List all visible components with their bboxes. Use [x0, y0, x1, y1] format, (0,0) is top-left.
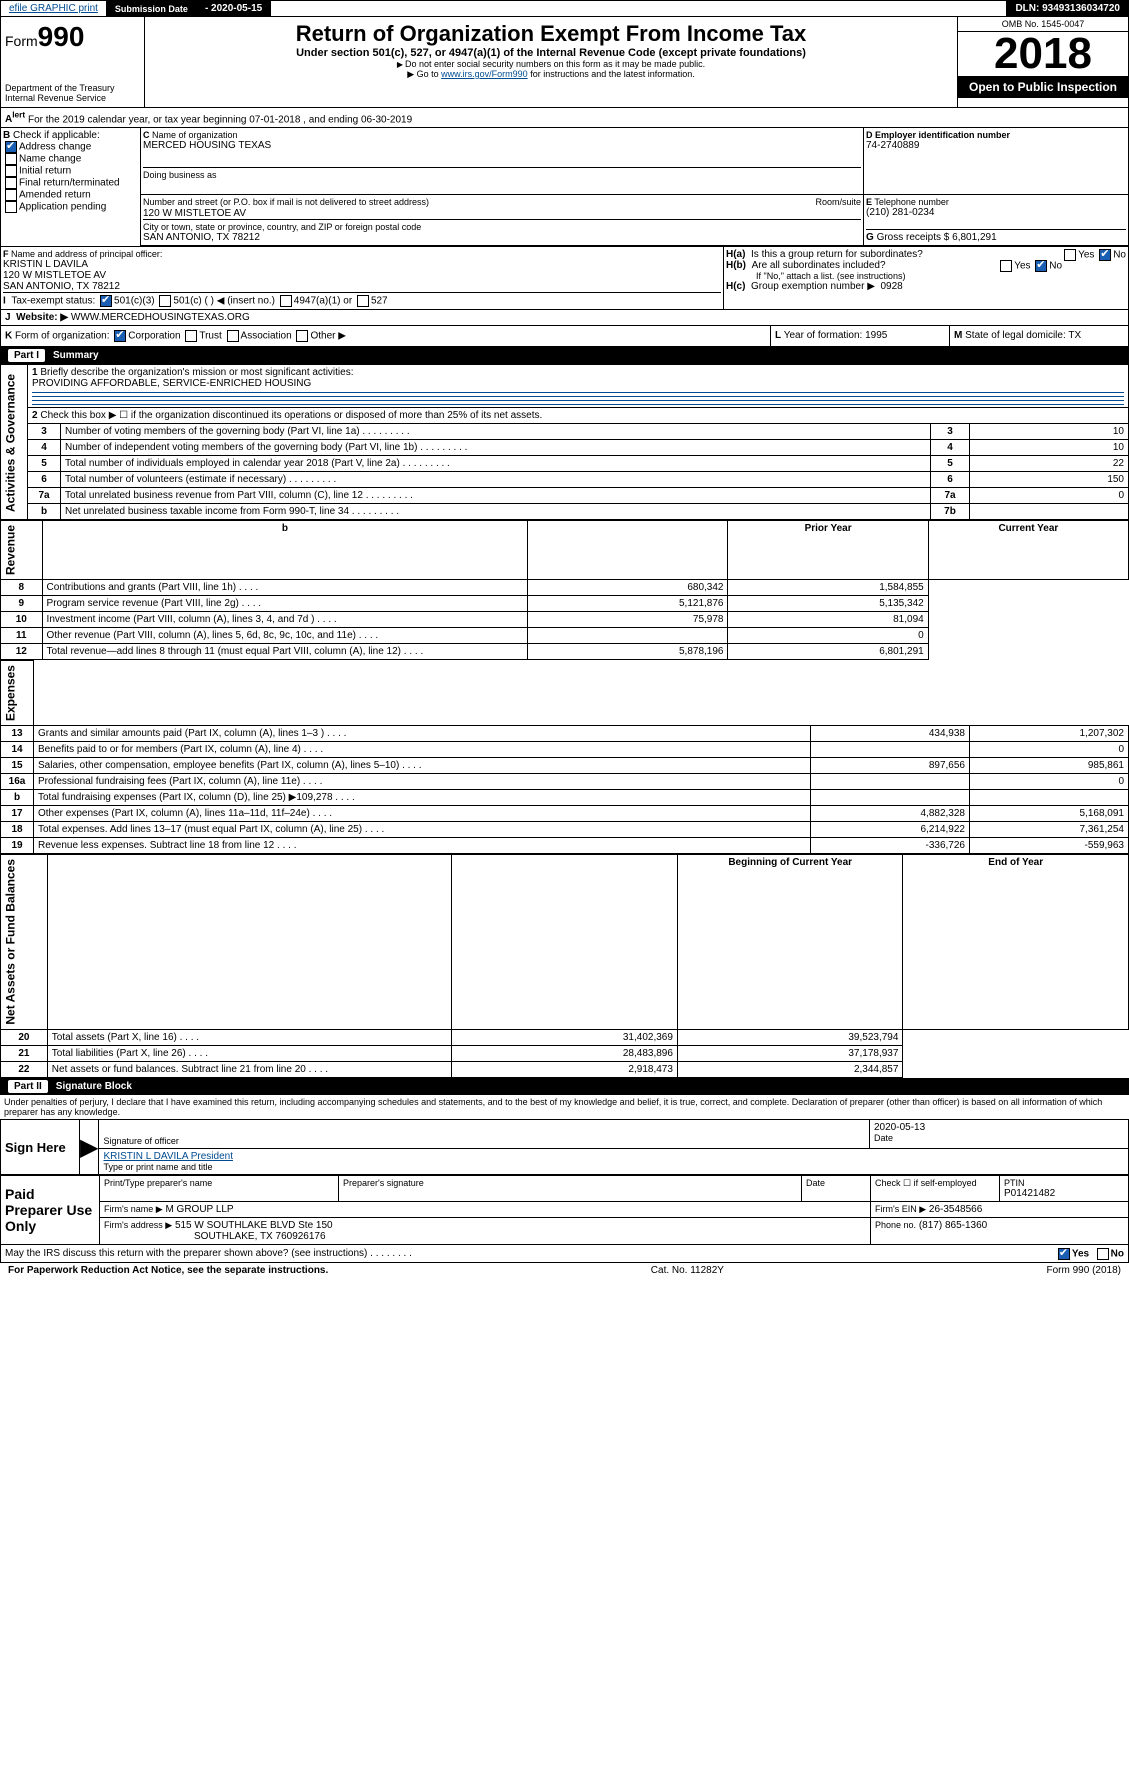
- privacy-note: Do not enter social security numbers on …: [149, 59, 953, 69]
- firm-phone: (817) 865-1360: [919, 1220, 987, 1231]
- section-klm: K Form of organization: Corporation Trus…: [0, 326, 1129, 347]
- part2-header: Part IISignature Block: [0, 1078, 1129, 1095]
- col-prior: Prior Year: [728, 521, 928, 580]
- chk-final-return[interactable]: [5, 177, 17, 189]
- perjury-declaration: Under penalties of perjury, I declare th…: [0, 1095, 1129, 1119]
- chk-4947[interactable]: [280, 295, 292, 307]
- org-street: 120 W MISTLETOE AV: [143, 208, 861, 219]
- part1-table: Activities & Governance 1 Briefly descri…: [0, 364, 1129, 520]
- chk-501c3[interactable]: [100, 295, 112, 307]
- col-end: End of Year: [903, 855, 1129, 1030]
- efile-link[interactable]: efile GRAPHIC print: [1, 1, 107, 16]
- paid-preparer-block: Paid Preparer Use Only Print/Type prepar…: [0, 1175, 1129, 1245]
- chk-corp[interactable]: [114, 330, 126, 342]
- part1-header: Part ISummary: [0, 347, 1129, 364]
- part1-netassets: Net Assets or Fund Balances Beginning of…: [0, 854, 1129, 1078]
- form-title: Return of Organization Exempt From Incom…: [149, 21, 953, 47]
- gross-receipts: 6,801,291: [952, 232, 997, 243]
- officer-addr2: SAN ANTONIO, TX 78212: [3, 281, 721, 292]
- identity-block: B Check if applicable: Address change Na…: [0, 128, 1129, 247]
- section-b: B Check if applicable: Address change Na…: [1, 128, 141, 246]
- year-formation: 1995: [865, 330, 887, 341]
- officer-name: KRISTIN L DAVILA: [3, 259, 721, 270]
- signature-block: Sign Here ▶ Signature of officer 2020-05…: [0, 1119, 1129, 1175]
- chk-discuss-no[interactable]: [1097, 1248, 1109, 1260]
- spacer: [271, 1, 1007, 16]
- part1-revenue: Revenue b Prior Year Current Year 8Contr…: [0, 520, 1129, 660]
- chk-hb-no[interactable]: [1035, 260, 1047, 272]
- submission-date: - 2020-05-15: [197, 1, 271, 16]
- part1-expenses: Expenses 13Grants and similar amounts pa…: [0, 660, 1129, 854]
- submission-label: Submission Date: [107, 1, 197, 16]
- chk-ha-yes[interactable]: [1064, 249, 1076, 261]
- chk-name-change[interactable]: [5, 153, 17, 165]
- ptin: P01421482: [1004, 1188, 1124, 1199]
- chk-address-change[interactable]: [5, 141, 17, 153]
- website[interactable]: WWW.MERCEDHOUSINGTEXAS.ORG: [71, 312, 250, 323]
- state-domicile: TX: [1068, 330, 1081, 341]
- col-current: Current Year: [928, 521, 1128, 580]
- phone: (210) 281-0234: [866, 207, 1126, 218]
- form-subtitle: Under section 501(c), 527, or 4947(a)(1)…: [149, 47, 953, 59]
- dept-treasury: Department of the Treasury: [5, 83, 140, 93]
- discuss-row: May the IRS discuss this return with the…: [0, 1245, 1129, 1263]
- officer-addr1: 120 W MISTLETOE AV: [3, 270, 721, 281]
- group-exemption: 0928: [880, 281, 902, 292]
- chk-trust[interactable]: [185, 330, 197, 342]
- col-beg: Beginning of Current Year: [677, 855, 903, 1030]
- chk-501c[interactable]: [159, 295, 171, 307]
- org-name: MERCED HOUSING TEXAS: [143, 140, 861, 151]
- hdr-spacer: b: [42, 521, 528, 580]
- org-city: SAN ANTONIO, TX 78212: [143, 232, 861, 243]
- open-public-badge: Open to Public Inspection: [958, 76, 1128, 98]
- vlabel-gov: Activities & Governance: [1, 365, 28, 520]
- dln: DLN: 93493136034720: [1007, 1, 1128, 16]
- sign-here-label: Sign Here: [1, 1120, 80, 1175]
- chk-amended[interactable]: [5, 189, 17, 201]
- chk-app-pending[interactable]: [5, 201, 17, 213]
- paid-preparer-label: Paid Preparer Use Only: [1, 1176, 100, 1245]
- irs-label: Internal Revenue Service: [5, 93, 140, 103]
- top-bar: efile GRAPHIC print Submission Date - 20…: [0, 0, 1129, 17]
- vlabel-rev: Revenue: [1, 521, 43, 580]
- footer: For Paperwork Reduction Act Notice, see …: [0, 1263, 1129, 1278]
- sign-arrow-icon: ▶: [80, 1120, 99, 1175]
- instructions-link[interactable]: ▶ Go to www.irs.gov/Form990 for instruct…: [149, 69, 953, 80]
- chk-527[interactable]: [357, 295, 369, 307]
- vlabel-exp: Expenses: [1, 661, 34, 726]
- sig-date: 2020-05-13: [874, 1122, 1124, 1133]
- chk-hb-yes[interactable]: [1000, 260, 1012, 272]
- form-header: Form990 Department of the Treasury Inter…: [0, 17, 1129, 108]
- firm-name: M GROUP LLP: [165, 1204, 233, 1215]
- chk-discuss-yes[interactable]: [1058, 1248, 1070, 1260]
- officer-block: F Name and address of principal officer:…: [0, 247, 1129, 310]
- chk-initial-return[interactable]: [5, 165, 17, 177]
- chk-other[interactable]: [296, 330, 308, 342]
- chk-ha-no[interactable]: [1099, 249, 1111, 261]
- mission: PROVIDING AFFORDABLE, SERVICE-ENRICHED H…: [32, 378, 311, 389]
- officer-printed-name: KRISTIN L DAVILA President: [103, 1151, 233, 1162]
- tax-year: 2018: [958, 32, 1128, 76]
- section-a: Alert For the 2019 calendar year, or tax…: [0, 108, 1129, 128]
- form-number: Form990: [5, 21, 140, 53]
- firm-addr: 515 W SOUTHLAKE BLVD Ste 150: [175, 1220, 333, 1231]
- firm-ein: 26-3548566: [929, 1204, 982, 1215]
- section-j: J Website: ▶ WWW.MERCEDHOUSINGTEXAS.ORG: [0, 310, 1129, 326]
- chk-assoc[interactable]: [227, 330, 239, 342]
- ein: 74-2740889: [866, 140, 1126, 151]
- vlabel-net: Net Assets or Fund Balances: [1, 855, 48, 1030]
